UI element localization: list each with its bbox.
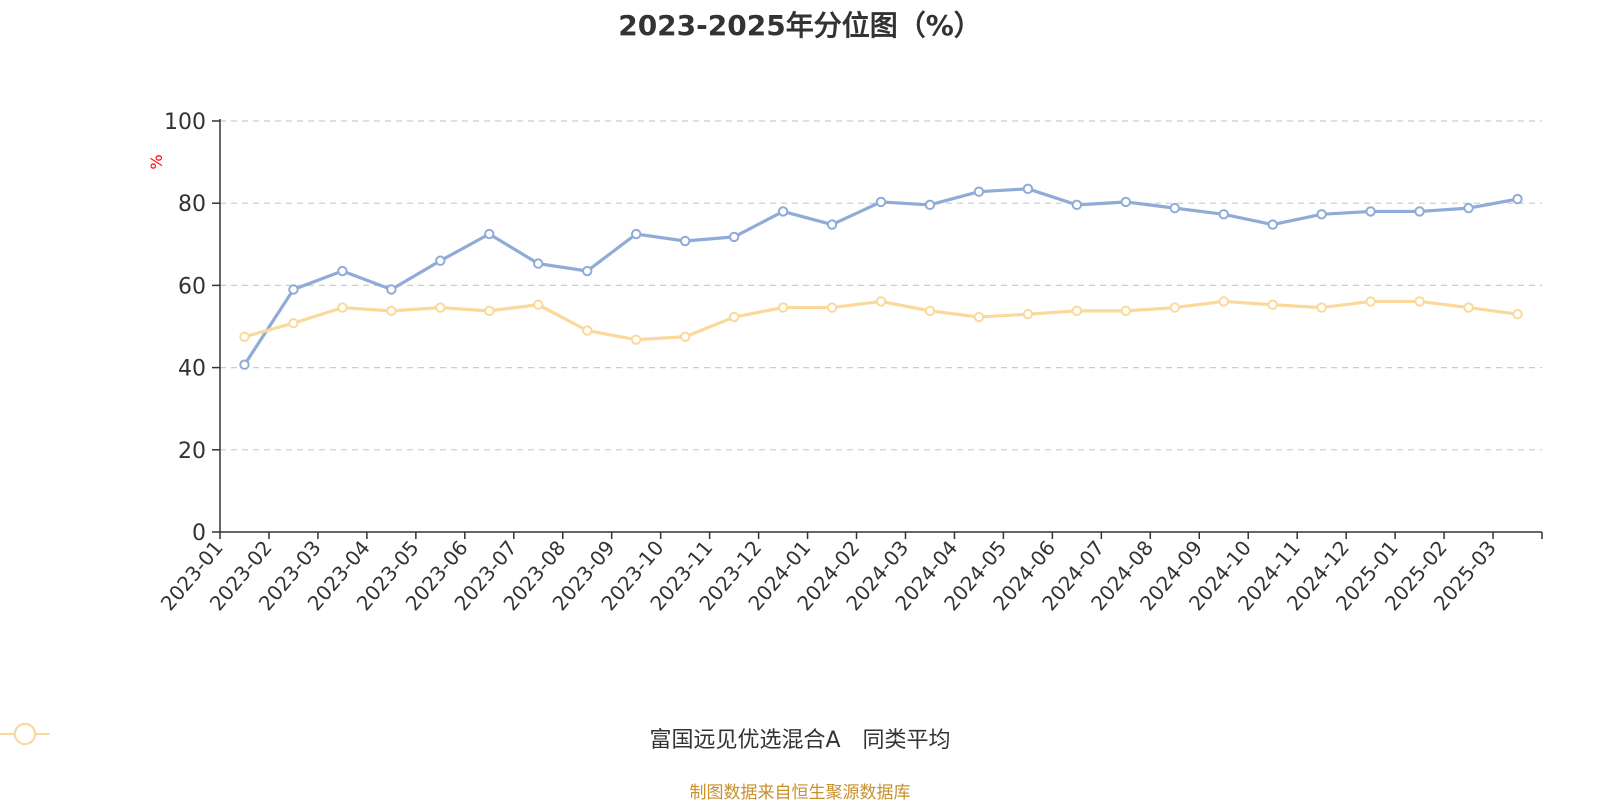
data-point bbox=[1169, 202, 1180, 214]
data-point bbox=[973, 311, 985, 323]
series bbox=[239, 183, 1523, 370]
data-point bbox=[239, 331, 250, 342]
data-point bbox=[1414, 206, 1425, 217]
data-point bbox=[484, 228, 495, 240]
data-point bbox=[826, 302, 838, 313]
y-axis-unit-label: % bbox=[147, 154, 166, 169]
data-point bbox=[386, 284, 397, 295]
data-point bbox=[1316, 302, 1327, 313]
y-tick-label: 100 bbox=[164, 110, 206, 135]
data-point bbox=[1414, 296, 1425, 307]
data-point bbox=[826, 219, 838, 230]
data-point bbox=[1512, 193, 1523, 205]
data-point bbox=[1365, 206, 1376, 217]
data-point bbox=[679, 235, 691, 247]
data-point bbox=[1463, 202, 1474, 214]
data-point bbox=[288, 284, 299, 295]
data-point bbox=[777, 206, 789, 217]
axes: 0204060801002023-012023-022023-032023-04… bbox=[156, 110, 1543, 615]
data-point bbox=[924, 199, 936, 211]
data-point bbox=[1463, 302, 1474, 313]
data-point bbox=[1316, 209, 1327, 220]
legend-item-fund[interactable]: 富国远见优选混合A bbox=[0, 722, 841, 754]
data-point bbox=[1267, 219, 1278, 230]
legend-label-fund: 富国远见优选混合A bbox=[649, 728, 841, 753]
data-point bbox=[1218, 209, 1229, 220]
data-point bbox=[1120, 305, 1132, 317]
y-tick-label: 40 bbox=[178, 357, 206, 382]
y-tick-label: 80 bbox=[178, 192, 206, 217]
data-point bbox=[582, 265, 593, 277]
series-0 bbox=[239, 183, 1523, 370]
data-point bbox=[973, 186, 985, 197]
data-point bbox=[239, 359, 250, 370]
data-point bbox=[1169, 302, 1180, 313]
y-tick-label: 60 bbox=[178, 274, 206, 299]
data-point bbox=[728, 311, 740, 323]
data-point bbox=[582, 325, 593, 336]
gridlines bbox=[220, 120, 1542, 451]
data-source-note: 制图数据来自恒生聚源数据库 bbox=[689, 783, 911, 803]
data-point bbox=[1022, 308, 1034, 320]
data-point bbox=[1512, 308, 1523, 320]
data-point bbox=[1071, 199, 1083, 211]
data-point bbox=[679, 331, 691, 342]
data-point bbox=[337, 265, 348, 277]
data-point bbox=[630, 334, 642, 345]
y-tick-label: 20 bbox=[178, 439, 206, 464]
data-point bbox=[533, 258, 544, 269]
data-point bbox=[435, 302, 446, 313]
data-point bbox=[777, 302, 789, 313]
chart-title: 2023-2025年分位图（%） bbox=[618, 9, 982, 42]
legend-marker-peer-average bbox=[0, 723, 50, 745]
series-1 bbox=[239, 296, 1523, 345]
data-point bbox=[337, 302, 348, 313]
data-point bbox=[484, 305, 495, 317]
y-tick-label: 0 bbox=[192, 521, 206, 546]
data-point bbox=[1120, 196, 1132, 208]
data-point bbox=[728, 231, 740, 243]
legend-label-peer-average: 同类平均 bbox=[862, 728, 951, 753]
data-point bbox=[533, 299, 544, 310]
data-point bbox=[630, 228, 642, 240]
data-point bbox=[1071, 305, 1083, 317]
data-point bbox=[1267, 299, 1278, 310]
data-point bbox=[875, 196, 887, 208]
data-point bbox=[386, 305, 397, 317]
data-point bbox=[1022, 183, 1034, 195]
line-chart: 0204060801002023-012023-022023-032023-04… bbox=[147, 110, 1543, 615]
data-point bbox=[875, 296, 887, 307]
data-point bbox=[1365, 296, 1376, 307]
data-point bbox=[924, 305, 936, 317]
legend-item-peer-average[interactable]: 同类平均 bbox=[0, 722, 951, 754]
data-point bbox=[1218, 296, 1229, 307]
data-point bbox=[288, 318, 299, 329]
data-point bbox=[435, 255, 446, 266]
legend: 富国远见优选混合A 同类平均 bbox=[0, 722, 1600, 754]
